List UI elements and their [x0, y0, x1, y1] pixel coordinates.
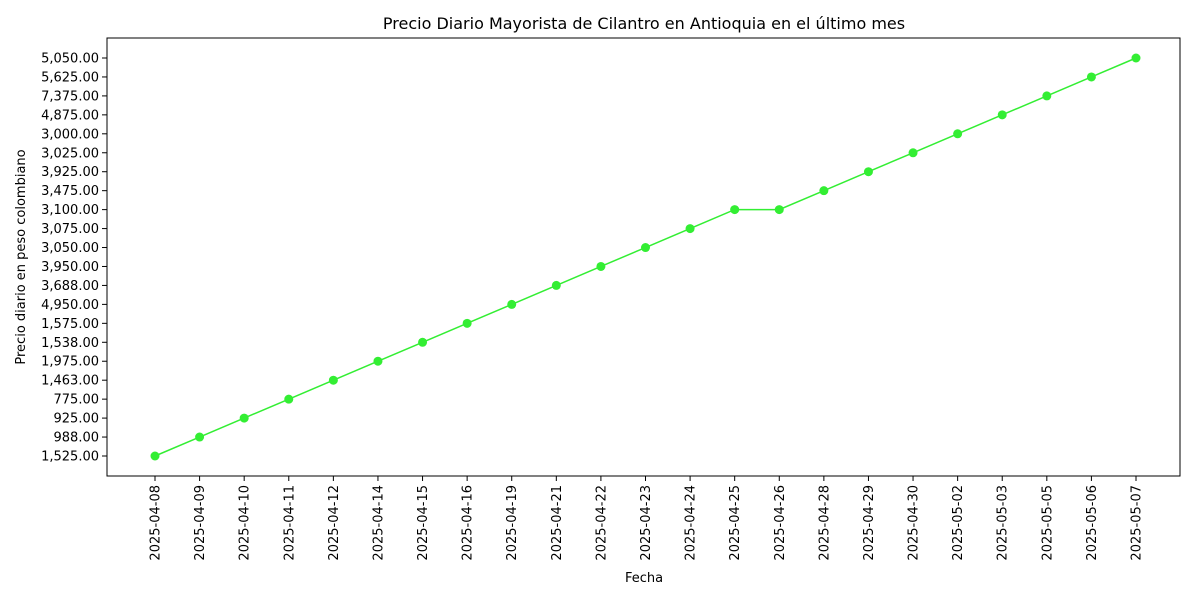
x-tick-label: 2025-05-02 — [951, 485, 966, 561]
x-tick-label: 2025-04-30 — [907, 485, 922, 561]
point — [462, 318, 472, 328]
x-tick-label: 2025-05-05 — [1040, 485, 1055, 561]
line — [154, 57, 1137, 457]
chart-title: Precio Diario Mayorista de Cilantro en A… — [383, 14, 905, 33]
y-tick-label: 5,050.00 — [41, 52, 99, 67]
point — [328, 375, 338, 385]
point — [150, 451, 160, 461]
point — [1131, 53, 1141, 63]
point — [863, 167, 873, 177]
x-tick-label: 2025-05-07 — [1130, 485, 1145, 561]
point — [953, 129, 963, 139]
y-tick-label: 4,875.00 — [41, 108, 99, 123]
y-tick-label: 1,463.00 — [41, 374, 99, 389]
y-tick-label: 3,100.00 — [41, 203, 99, 218]
x-tick-label: 2025-04-16 — [461, 485, 476, 561]
point — [239, 413, 249, 423]
y-tick-label: 1,525.00 — [41, 450, 99, 465]
y-tick-label: 7,375.00 — [41, 89, 99, 104]
point — [685, 224, 695, 234]
point — [1086, 72, 1096, 82]
x-tick-label: 2025-04-15 — [416, 485, 431, 561]
x-tick-label: 2025-04-28 — [817, 485, 832, 561]
x-tick-label: 2025-04-09 — [193, 485, 208, 561]
x-tick-label: 2025-05-06 — [1085, 485, 1100, 561]
y-tick-label: 4,950.00 — [41, 298, 99, 313]
y-tick-label: 3,475.00 — [41, 184, 99, 199]
x-tick-label: 2025-04-22 — [594, 485, 609, 561]
point — [641, 243, 650, 253]
point — [819, 186, 829, 196]
point — [373, 356, 383, 366]
x-tick-label: 2025-04-25 — [728, 485, 743, 561]
point — [774, 205, 784, 215]
x-tick-label: 2025-04-26 — [773, 485, 788, 561]
x-tick-label: 2025-04-14 — [371, 485, 386, 561]
y-tick-label: 775.00 — [54, 393, 100, 408]
x-axis-label: Fecha — [625, 571, 663, 586]
y-tick-label: 1,575.00 — [41, 317, 99, 332]
point — [284, 394, 294, 404]
plot-frame — [106, 37, 1181, 477]
x-tick-label: 2025-04-19 — [505, 485, 520, 561]
y-axis-label: Precio diario en peso colombiano — [14, 149, 29, 364]
point — [730, 205, 740, 215]
point — [418, 337, 428, 347]
y-tick-label: 988.00 — [54, 431, 100, 446]
y-tick-label: 3,925.00 — [41, 165, 99, 180]
y-tick-label: 3,025.00 — [41, 146, 99, 161]
point — [551, 280, 561, 290]
y-tick-label: 3,688.00 — [41, 279, 99, 294]
y-tick-label: 3,075.00 — [41, 222, 99, 237]
x-tick-label: 2025-04-12 — [327, 485, 342, 561]
y-tick-label: 5,625.00 — [41, 70, 99, 85]
point — [1042, 91, 1052, 101]
point — [195, 432, 205, 442]
x-tick-label: 2025-04-24 — [684, 485, 699, 561]
x-tick-label: 2025-05-03 — [996, 485, 1011, 561]
x-tick-label: 2025-04-29 — [862, 485, 877, 561]
y-tick-label: 3,000.00 — [41, 127, 99, 142]
y-tick-label: 1,975.00 — [41, 355, 99, 370]
x-tick-label: 2025-04-08 — [149, 485, 164, 561]
y-tick-label: 925.00 — [54, 412, 100, 427]
point — [596, 261, 606, 271]
y-tick-label: 3,950.00 — [41, 260, 99, 275]
point — [997, 110, 1007, 120]
point — [908, 148, 918, 158]
y-tick-label: 3,050.00 — [41, 241, 99, 256]
x-tick-label: 2025-04-10 — [238, 485, 253, 561]
x-tick-label: 2025-04-23 — [639, 485, 654, 561]
y-tick-label: 1,538.00 — [41, 336, 99, 351]
x-tick-label: 2025-04-21 — [550, 485, 565, 561]
point — [507, 299, 517, 309]
x-tick-label: 2025-04-11 — [282, 485, 297, 561]
